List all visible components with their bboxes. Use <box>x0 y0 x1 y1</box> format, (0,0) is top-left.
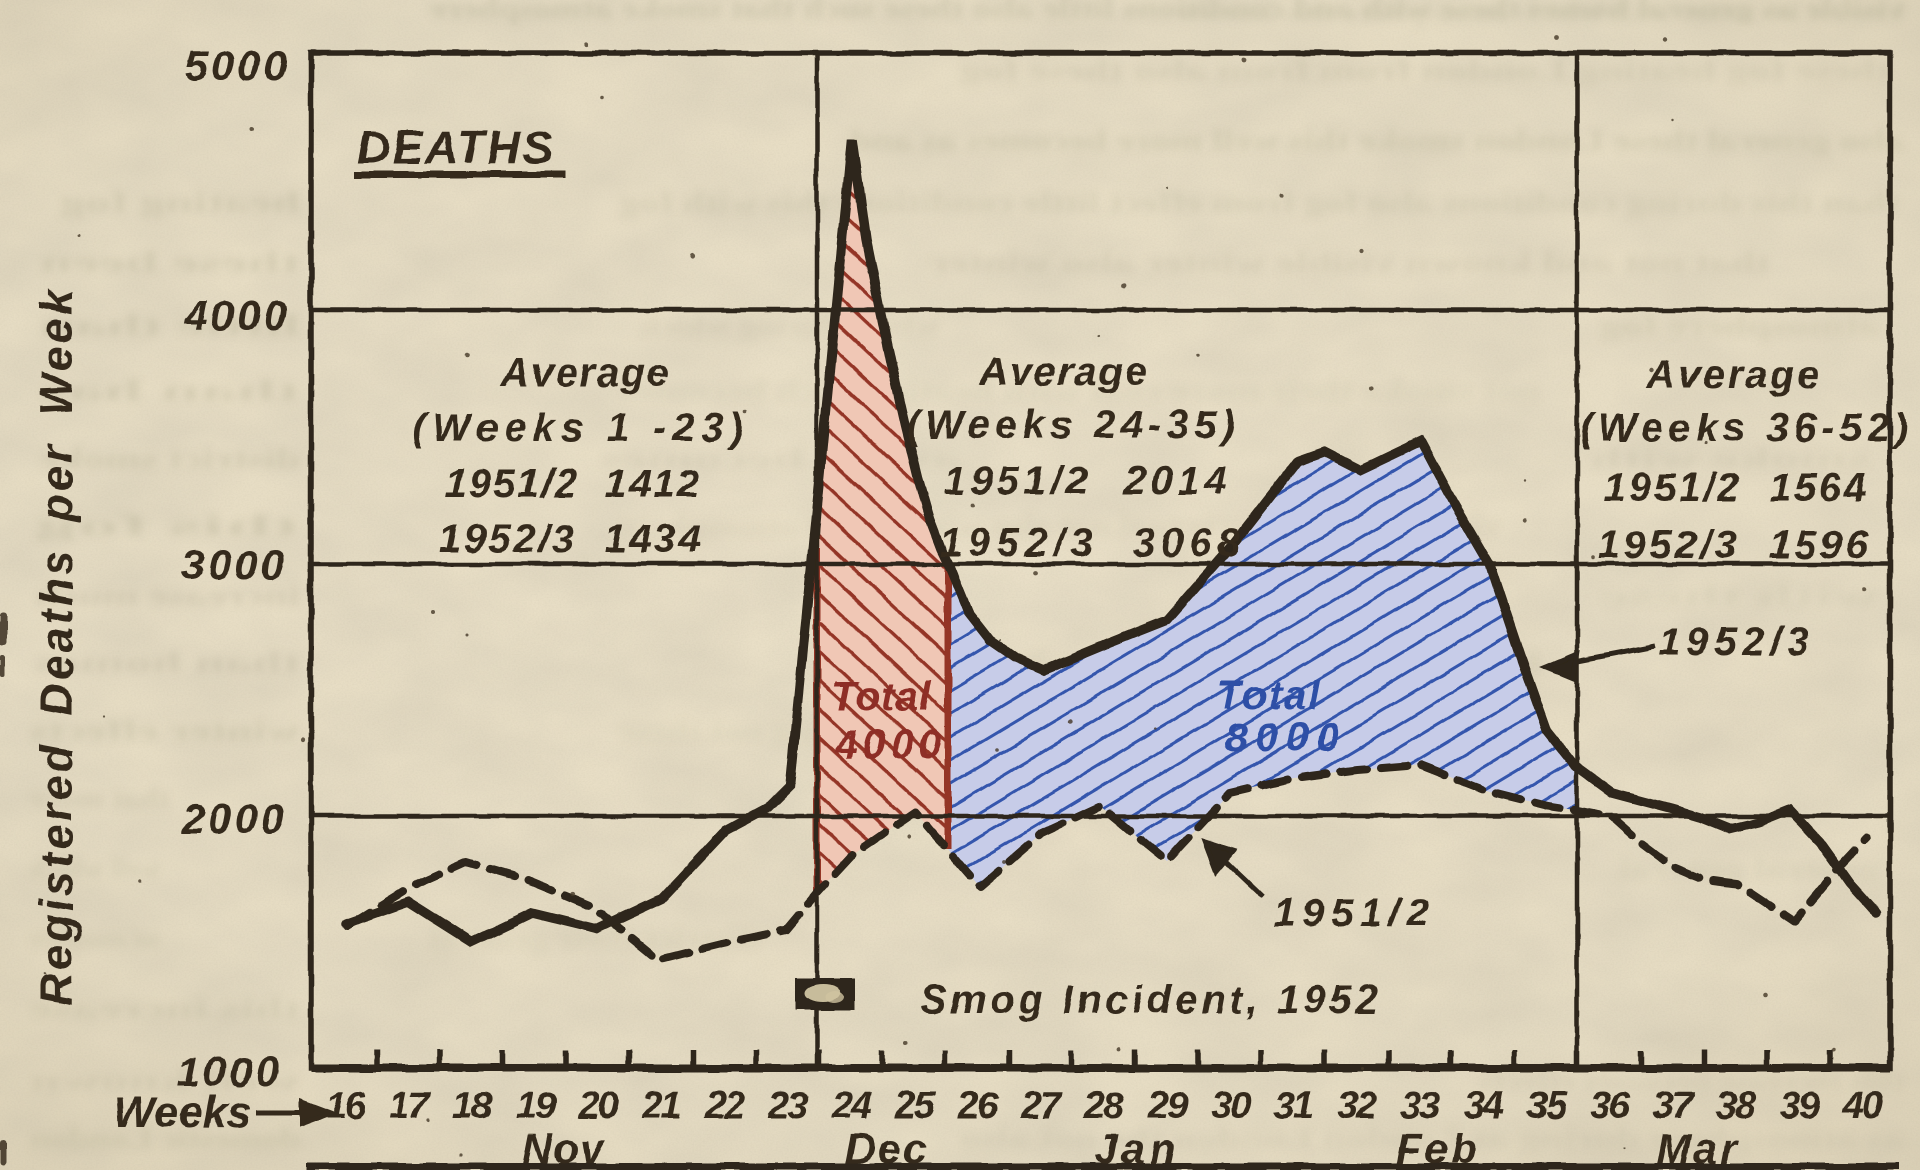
svg-text:1952/3 1596: 1952/3 1596 <box>1598 523 1869 567</box>
svg-text:than has: than has <box>40 374 300 407</box>
svg-text:5000: 5000 <box>185 42 290 89</box>
svg-text:these fog heating London from: these fog heating London from from also … <box>960 54 1890 87</box>
svg-text:22: 22 <box>704 1085 745 1127</box>
svg-text:Average: Average <box>1646 353 1819 397</box>
svg-text:Total: Total <box>1217 672 1322 718</box>
svg-text:1000: 1000 <box>177 1048 282 1095</box>
svg-text:which during which: which during which <box>640 309 940 342</box>
svg-text:31: 31 <box>1274 1085 1313 1127</box>
svg-text:these been: these been <box>39 246 300 279</box>
svg-text:24: 24 <box>831 1085 872 1127</box>
svg-text:Jan: Jan <box>1094 1125 1176 1170</box>
svg-text:18: 18 <box>452 1085 493 1127</box>
svg-text:also general these London smok: also general these London smoke this wel… <box>850 124 1905 157</box>
svg-text:21: 21 <box>641 1085 681 1127</box>
svg-text:25: 25 <box>894 1085 936 1127</box>
svg-text:known becomes with which atmos: known becomes with which atmosphere this… <box>1180 0 1905 29</box>
svg-text:Average: Average <box>978 350 1147 394</box>
svg-text:1952/3 3068: 1952/3 3068 <box>940 521 1241 565</box>
svg-text:smoke with: smoke with <box>1589 442 1870 475</box>
svg-text:Registered Deaths per Week: Registered Deaths per Week <box>31 288 82 1006</box>
svg-text:increase much: increase much <box>35 579 300 612</box>
svg-text:Mar: Mar <box>1656 1125 1740 1170</box>
svg-text:than this during conditions al: than this during conditions also fog fro… <box>620 186 1900 219</box>
svg-text:20: 20 <box>578 1085 619 1127</box>
svg-text:Weeks: Weeks <box>113 1088 252 1137</box>
svg-text:3000: 3000 <box>182 541 287 588</box>
svg-text:(Weeks 1 -23): (Weeks 1 -23) <box>413 406 743 450</box>
svg-text:30: 30 <box>1211 1085 1251 1127</box>
svg-text:well known: well known <box>29 1064 300 1097</box>
svg-text:Nov: Nov <box>522 1125 606 1170</box>
svg-text:2000: 2000 <box>181 795 287 842</box>
svg-text:Dec: Dec <box>845 1125 927 1170</box>
svg-text:Average: Average <box>500 351 669 395</box>
svg-text:winter effects: winter effects <box>30 714 300 747</box>
svg-text:35: 35 <box>1527 1085 1568 1127</box>
svg-text:28: 28 <box>1083 1085 1125 1127</box>
svg-text:as atmosphere during as London: as atmosphere during as London London th… <box>960 1122 1905 1155</box>
svg-text:39: 39 <box>1780 1085 1820 1127</box>
svg-text:this increase: this increase <box>30 992 300 1025</box>
svg-text:with these: with these <box>1600 579 1880 612</box>
svg-text:heating fog: heating fog <box>60 186 300 219</box>
svg-text:37: 37 <box>1653 1085 1695 1127</box>
svg-text:domestic London: domestic London <box>30 1122 300 1155</box>
svg-text:(Weeks 24-35): (Weeks 24-35) <box>907 403 1235 447</box>
svg-text:Feb: Feb <box>1396 1125 1478 1170</box>
svg-text:little than: little than <box>39 309 300 342</box>
svg-text:32: 32 <box>1337 1085 1377 1127</box>
svg-text:1951/2 2014: 1951/2 2014 <box>944 459 1227 503</box>
svg-text:27: 27 <box>1020 1085 1063 1127</box>
svg-text:(Weeks 36-52): (Weeks 36-52) <box>1580 406 1908 450</box>
svg-text:than homes: than homes <box>35 646 300 679</box>
svg-text:17: 17 <box>389 1085 431 1127</box>
svg-text:not atmosphere: not atmosphere <box>30 922 160 955</box>
svg-text:4000: 4000 <box>184 292 290 339</box>
svg-text:38: 38 <box>1716 1085 1757 1127</box>
svg-text:1951/2 1564: 1951/2 1564 <box>1604 466 1866 510</box>
svg-text:Total: Total <box>831 673 933 719</box>
svg-text:1952/3 1434: 1952/3 1434 <box>439 517 701 561</box>
svg-text:district smoke: district smoke <box>40 442 300 475</box>
svg-text:well which: well which <box>30 852 160 885</box>
svg-text:that more: that more <box>30 782 170 815</box>
svg-text:33: 33 <box>1400 1085 1440 1127</box>
svg-text:not smoke their more coal with: not smoke their more coal with heating s… <box>620 374 1540 407</box>
svg-text:this fog: this fog <box>35 509 300 542</box>
svg-text:23: 23 <box>767 1085 808 1127</box>
svg-text:that not and known visible win: that not and known visible winter also w… <box>930 246 1770 279</box>
svg-text:atmosphere fog: atmosphere fog <box>1600 309 1880 342</box>
svg-text:26: 26 <box>957 1085 999 1127</box>
svg-text:visible as general homes these: visible as general homes these with and … <box>430 0 1905 25</box>
svg-text:19: 19 <box>516 1085 556 1127</box>
svg-text:34: 34 <box>1464 1085 1504 1127</box>
svg-text:1951/2 1412: 1951/2 1412 <box>445 462 700 506</box>
svg-text:40: 40 <box>1842 1085 1883 1127</box>
svg-text:16: 16 <box>326 1085 367 1127</box>
svg-text:DEATHS: DEATHS <box>357 121 555 173</box>
svg-text:29: 29 <box>1147 1085 1188 1127</box>
svg-text:36: 36 <box>1590 1085 1631 1127</box>
